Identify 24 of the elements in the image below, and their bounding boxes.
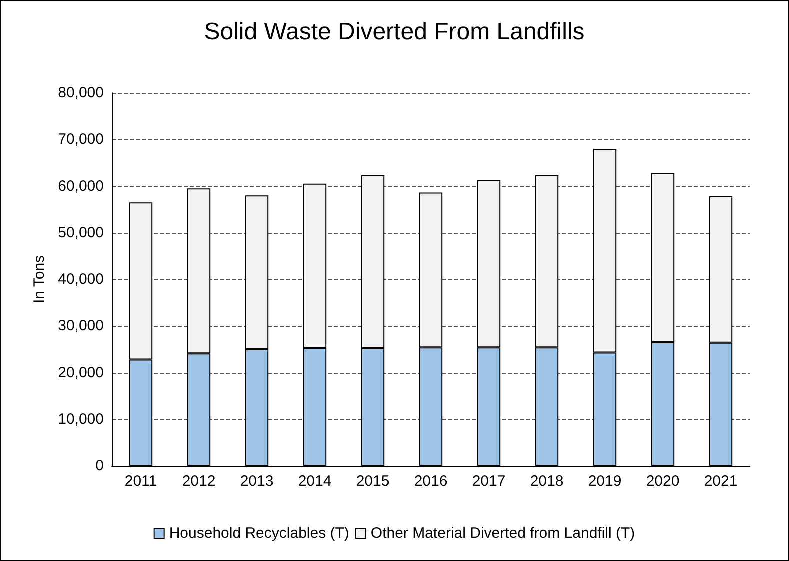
y-tick-label: 40,000 — [58, 271, 104, 288]
x-tick-label: 2019 — [588, 473, 622, 490]
x-tick-label: 2018 — [530, 473, 564, 490]
x-tick-label: 2015 — [356, 473, 390, 490]
y-tick-label: 60,000 — [58, 178, 104, 195]
y-tick-label: 50,000 — [58, 224, 104, 242]
x-tick-label: 2021 — [704, 473, 738, 490]
x-tick-label: 2016 — [414, 473, 448, 490]
legend-label: Other Material Diverted from Landfill (T) — [370, 525, 636, 542]
x-tick-label: 2014 — [298, 473, 332, 490]
y-tick-label: 80,000 — [58, 84, 104, 102]
y-tick-label: 0 — [96, 458, 104, 474]
x-tick-label: 2011 — [124, 473, 158, 490]
legend-label: Household Recyclables (T) — [169, 525, 350, 542]
y-tick-label: 30,000 — [58, 318, 104, 335]
y-axis-title: In Tons — [31, 255, 48, 304]
y-tick-label: 10,000 — [58, 410, 104, 428]
y-tick-label: 70,000 — [58, 131, 104, 148]
chart-title: Solid Waste Diverted From Landfills — [204, 18, 585, 46]
x-tick-label: 2017 — [472, 473, 506, 490]
y-tick-label: 20,000 — [58, 364, 104, 382]
x-tick-label: 2013 — [240, 473, 274, 490]
x-tick-label: 2020 — [646, 473, 680, 490]
x-tick-label: 2012 — [182, 473, 216, 490]
